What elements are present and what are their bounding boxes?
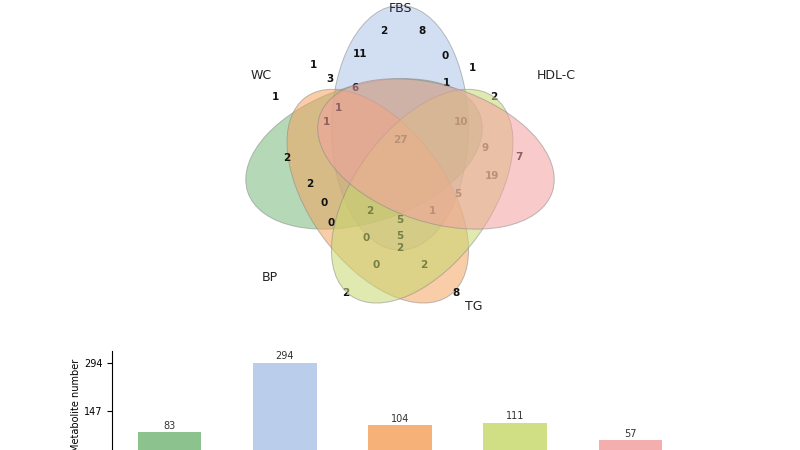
Ellipse shape [332, 5, 469, 250]
Text: 1: 1 [429, 206, 436, 216]
Text: FBS: FBS [388, 2, 412, 15]
Text: 7: 7 [515, 152, 522, 162]
Text: 2: 2 [283, 153, 290, 163]
Text: 9: 9 [481, 143, 488, 153]
Text: 11: 11 [353, 49, 368, 59]
Bar [598, 441, 662, 450]
Text: 0: 0 [362, 233, 370, 243]
Text: 57: 57 [624, 429, 637, 439]
Text: 5: 5 [396, 215, 404, 225]
Text: 0: 0 [442, 51, 449, 61]
Text: 1: 1 [335, 103, 342, 113]
Text: 8: 8 [418, 26, 426, 36]
Text: 1: 1 [310, 60, 318, 70]
Text: WC: WC [250, 69, 272, 82]
Text: 8: 8 [452, 288, 459, 298]
Text: 2: 2 [380, 26, 387, 36]
Text: 2: 2 [420, 260, 427, 270]
Text: 2: 2 [342, 288, 350, 298]
Text: 6: 6 [351, 83, 358, 93]
Text: HDL-C: HDL-C [537, 69, 576, 82]
Text: 2: 2 [366, 206, 373, 216]
Ellipse shape [246, 79, 482, 229]
Text: 83: 83 [164, 421, 176, 431]
Bar [483, 423, 546, 450]
Text: 294: 294 [276, 351, 294, 361]
Text: 27: 27 [393, 135, 407, 145]
Text: 0: 0 [321, 198, 328, 208]
Text: 5: 5 [454, 189, 462, 199]
Text: 1: 1 [468, 63, 476, 73]
Text: 5: 5 [396, 231, 404, 241]
Bar [368, 425, 432, 450]
Ellipse shape [331, 89, 513, 303]
Text: 0: 0 [328, 218, 335, 228]
Text: 111: 111 [506, 411, 524, 421]
Bar [254, 363, 317, 450]
Text: 2: 2 [490, 92, 498, 102]
Ellipse shape [287, 89, 469, 303]
Bar [138, 432, 202, 450]
Text: 19: 19 [485, 171, 499, 181]
Text: TG: TG [465, 300, 482, 312]
Text: 3: 3 [326, 74, 334, 84]
Text: 2: 2 [396, 243, 404, 253]
Ellipse shape [318, 79, 554, 229]
Text: 0: 0 [373, 260, 380, 270]
Text: 2: 2 [306, 179, 314, 189]
Text: 1: 1 [443, 78, 450, 88]
Text: 104: 104 [391, 414, 409, 423]
Text: 10: 10 [454, 117, 469, 127]
Text: 1: 1 [322, 117, 330, 127]
Text: BP: BP [262, 271, 278, 284]
Y-axis label: Metabolite number: Metabolite number [71, 358, 81, 450]
Text: 1: 1 [272, 92, 279, 102]
